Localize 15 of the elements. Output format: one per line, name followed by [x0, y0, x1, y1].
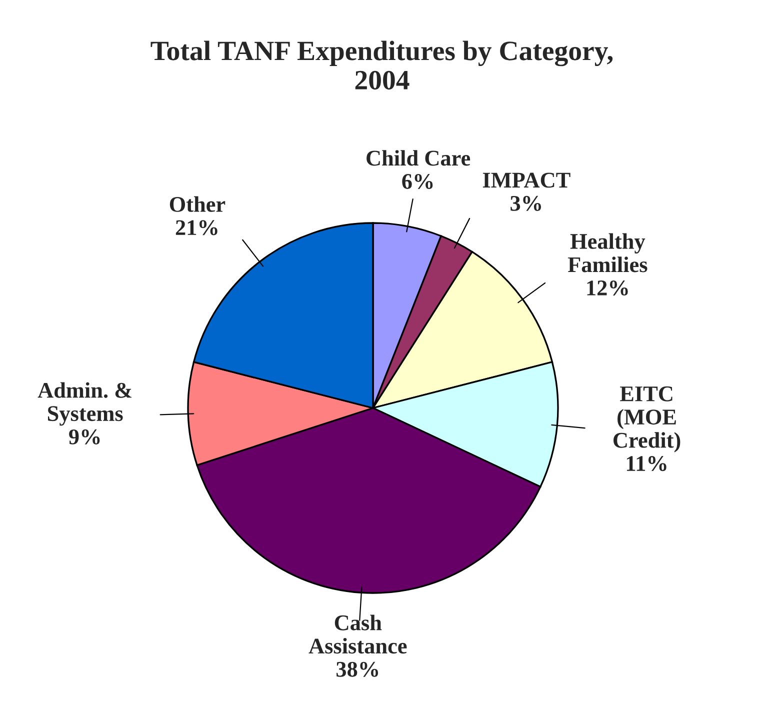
data-label: 38% — [336, 662, 378, 677]
slice-label: Healthy Families — [568, 233, 648, 272]
data-label: 12% — [587, 280, 628, 296]
data-label: 6% — [402, 174, 433, 190]
legend-label: EITC (MOE Credit) — [614, 386, 680, 452]
chart-title: Total TANF Expenditures by Category, 2004 — [150, 40, 613, 90]
slice-label: Child Care — [366, 150, 470, 166]
slice-label: Admin. & Systems — [38, 382, 132, 426]
slice-label: Cash Assistance — [308, 614, 407, 654]
data-label: 3% — [510, 196, 542, 211]
data-label: 11% — [626, 456, 666, 472]
slice-label: Other — [170, 196, 226, 212]
slice-label: IMPACT — [482, 172, 570, 188]
data-label: 9% — [69, 429, 100, 444]
data-label: 21% — [176, 220, 218, 236]
